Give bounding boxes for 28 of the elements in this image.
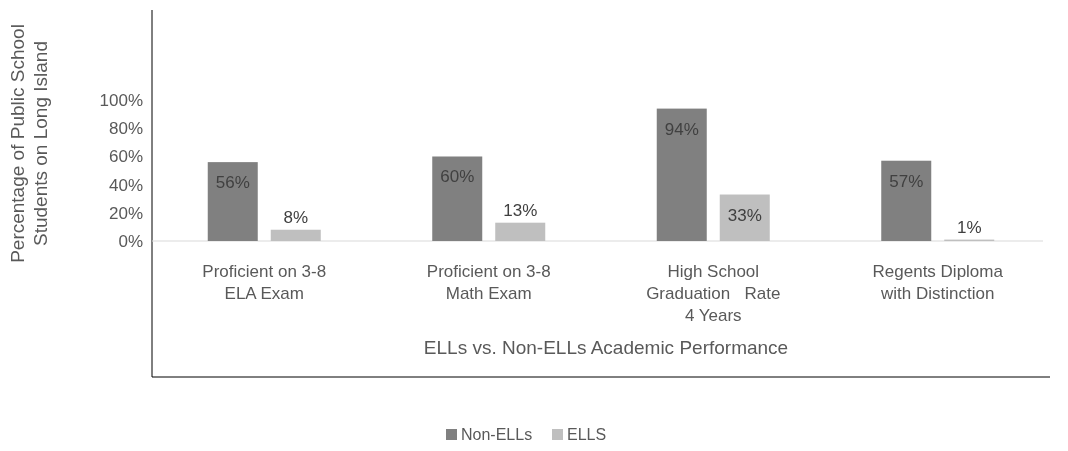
data-label: 60% (440, 167, 475, 187)
data-label: 94% (664, 119, 699, 139)
y-axis-title: Percentage of Public School Students on Long Island (7, 24, 51, 263)
bar (432, 156, 483, 241)
x-tick-label: Proficient on 3-8 Math Exam (426, 262, 551, 303)
bar (656, 108, 707, 241)
legend-label: Non-ELLs (461, 426, 533, 443)
data-label: 8% (283, 207, 309, 227)
y-tick-label: 60% (108, 147, 143, 167)
x-axis-title: ELLs vs. Non-ELLs Academic Performance (423, 337, 789, 358)
data-label: 13% (503, 200, 538, 220)
bar (270, 229, 321, 241)
x-tick-label: Regents Diploma with Distinction (872, 262, 1004, 303)
y-tick-label: 100% (99, 91, 143, 111)
bar (207, 162, 258, 241)
bar (495, 222, 546, 241)
data-label: 56% (215, 173, 250, 193)
y-tick-label: 80% (108, 119, 143, 139)
y-tick-label: 40% (108, 175, 143, 195)
y-tick-label: 0% (118, 232, 143, 251)
data-label: 57% (889, 171, 924, 191)
x-tick-label: Proficient on 3-8 ELA Exam (202, 262, 327, 303)
y-tick-label: 20% (108, 203, 143, 223)
bar (881, 160, 932, 241)
data-label: 1% (956, 217, 982, 237)
x-tick-label: High School Graduation Rate 4 Years (646, 262, 781, 325)
legend-label: ELLS (567, 426, 607, 443)
data-label: 33% (727, 205, 762, 225)
